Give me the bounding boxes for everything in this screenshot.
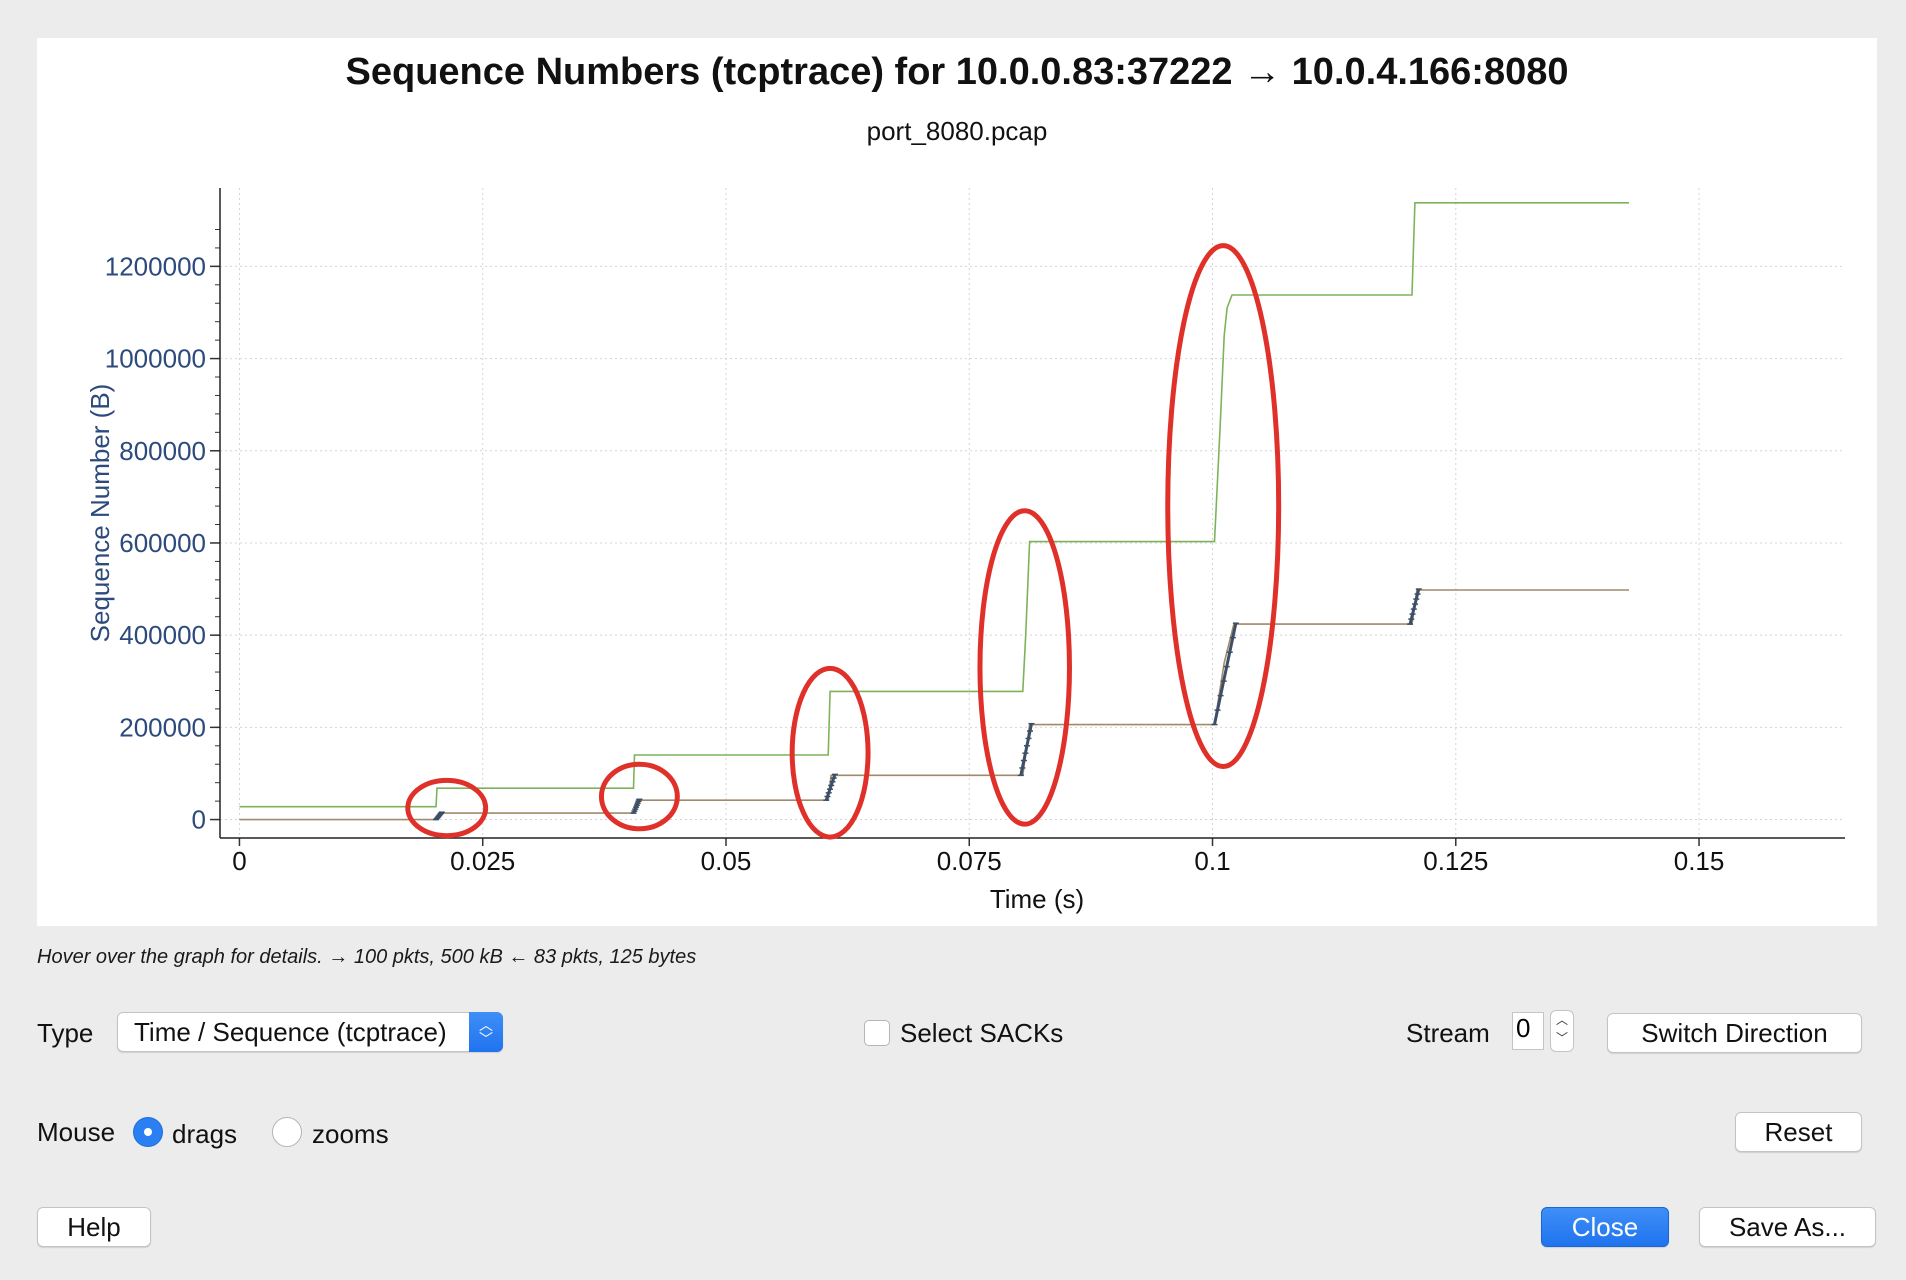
x-tick-label: 0 — [232, 846, 246, 876]
y-tick-label: 1200000 — [105, 251, 206, 281]
stream-stepper[interactable]: ︿ ﹀ — [1550, 1010, 1574, 1052]
sequence-graph[interactable]: Sequence Numbers (tcptrace) for 10.0.0.8… — [37, 38, 1877, 926]
chart-title: Sequence Numbers (tcptrace) for 10.0.0.8… — [346, 51, 1569, 93]
y-tick-label: 200000 — [119, 712, 206, 742]
select-arrows-icon: ︿ ﹀ — [469, 1012, 503, 1052]
highlight-ellipse — [1165, 243, 1282, 770]
reset-button[interactable]: Reset — [1735, 1112, 1862, 1152]
stepper-up-icon[interactable]: ︿ — [1555, 1013, 1568, 1027]
ack-line-series — [239, 589, 1629, 821]
x-tick-label: 0.125 — [1423, 846, 1488, 876]
drags-radio[interactable] — [133, 1117, 163, 1147]
y-tick-label: 1000000 — [105, 344, 206, 374]
chart-subtitle: port_8080.pcap — [867, 116, 1048, 146]
highlight-ellipse — [598, 761, 680, 832]
highlight-ellipse — [789, 665, 871, 840]
type-select-value: Time / Sequence (tcptrace) — [134, 1017, 447, 1047]
stepper-down-icon[interactable]: ﹀ — [1555, 1031, 1568, 1045]
help-button[interactable]: Help — [37, 1207, 151, 1247]
x-tick-label: 0.1 — [1194, 846, 1230, 876]
y-tick-label: 0 — [192, 805, 206, 835]
y-tick-label: 800000 — [119, 436, 206, 466]
close-button[interactable]: Close — [1541, 1207, 1669, 1247]
highlight-ellipse — [977, 508, 1072, 827]
x-tick-label: 0.15 — [1674, 846, 1725, 876]
segment-burst — [1212, 622, 1238, 725]
x-tick-label: 0.025 — [450, 846, 515, 876]
x-axis-label: Time (s) — [990, 884, 1084, 914]
y-tick-label: 400000 — [119, 620, 206, 650]
x-tick-label: 0.05 — [701, 846, 752, 876]
status-hint: Hover over the graph for details. → 100 … — [37, 946, 697, 968]
x-tick-label: 0.075 — [937, 846, 1002, 876]
switch-direction-button[interactable]: Switch Direction — [1607, 1013, 1862, 1053]
type-label: Type — [37, 1018, 94, 1048]
graph-panel[interactable]: Sequence Numbers (tcptrace) for 10.0.0.8… — [37, 38, 1877, 926]
y-axis-label: Sequence Number (B) — [85, 384, 115, 643]
zooms-label: zooms — [312, 1119, 389, 1149]
segment-burst — [1019, 723, 1033, 776]
select-sacks-checkbox[interactable] — [864, 1020, 890, 1046]
stream-input[interactable]: 0 — [1512, 1012, 1544, 1050]
mouse-label: Mouse — [37, 1117, 116, 1147]
window-line-series — [239, 202, 1629, 808]
y-tick-label: 600000 — [119, 528, 206, 558]
stream-label: Stream — [1406, 1018, 1490, 1048]
drags-label: drags — [172, 1119, 238, 1149]
zooms-radio[interactable] — [272, 1117, 302, 1147]
highlight-ellipse — [405, 777, 489, 839]
save-as-button[interactable]: Save As... — [1699, 1207, 1876, 1247]
segment-burst — [1408, 588, 1421, 625]
select-sacks-label: Select SACKs — [900, 1018, 1064, 1048]
type-select[interactable]: Time / Sequence (tcptrace) ︿ ﹀ — [117, 1012, 503, 1052]
